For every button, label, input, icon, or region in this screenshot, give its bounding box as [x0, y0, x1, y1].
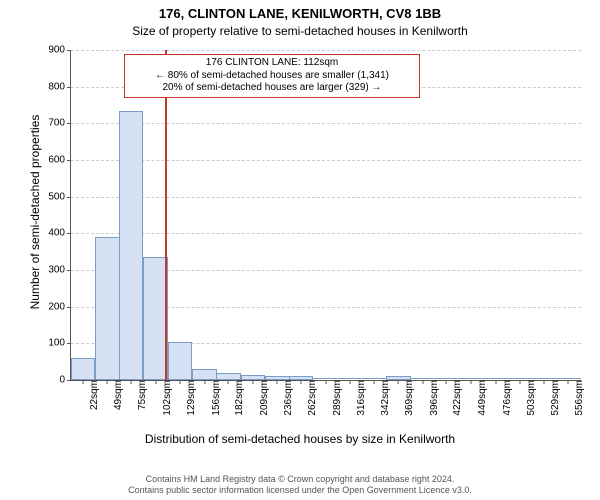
footer-line2: Contains public sector information licen…: [0, 485, 600, 496]
gridline: [71, 197, 581, 198]
chart-container: 176, CLINTON LANE, KENILWORTH, CV8 1BB S…: [0, 0, 600, 500]
annotation-line: 176 CLINTON LANE: 112sqm: [131, 57, 413, 70]
y-tick-label: 900: [48, 45, 71, 56]
gridline: [71, 160, 581, 161]
x-tick-label: 422sqm: [446, 380, 463, 416]
x-tick-label: 503sqm: [520, 380, 537, 416]
annotation-box: 176 CLINTON LANE: 112sqm← 80% of semi-de…: [124, 54, 420, 98]
x-axis-label: Distribution of semi-detached houses by …: [0, 432, 600, 446]
y-tick-label: 300: [48, 265, 71, 276]
y-tick-label: 500: [48, 191, 71, 202]
marker-line: [165, 50, 167, 380]
x-tick-label: 556sqm: [568, 380, 585, 416]
plot-area: 010020030040050060070080090022sqm49sqm75…: [70, 50, 581, 381]
annotation-line: 20% of semi-detached houses are larger (…: [131, 82, 413, 95]
x-tick-label: 449sqm: [471, 380, 488, 416]
histogram-bar: [216, 373, 241, 380]
x-tick-label: 129sqm: [180, 380, 197, 416]
x-tick-label: 262sqm: [301, 380, 318, 416]
y-tick-label: 800: [48, 81, 71, 92]
x-tick-label: 156sqm: [205, 380, 222, 416]
x-tick-label: 396sqm: [423, 380, 440, 416]
y-tick-label: 0: [59, 375, 71, 386]
y-tick-label: 100: [48, 338, 71, 349]
x-tick-label: 476sqm: [496, 380, 513, 416]
x-tick-label: 369sqm: [398, 380, 415, 416]
footer: Contains HM Land Registry data © Crown c…: [0, 474, 600, 496]
histogram-bar: [192, 369, 217, 380]
annotation-line: ← 80% of semi-detached houses are smalle…: [131, 70, 413, 83]
x-tick-label: 182sqm: [228, 380, 245, 416]
y-axis-label: Number of semi-detached properties: [28, 47, 42, 377]
x-tick-label: 342sqm: [374, 380, 391, 416]
histogram-bar: [119, 111, 144, 381]
x-tick-label: 316sqm: [350, 380, 367, 416]
gridline: [71, 123, 581, 124]
x-tick-label: 49sqm: [107, 380, 124, 410]
x-tick-label: 289sqm: [326, 380, 343, 416]
gridline: [71, 233, 581, 234]
x-tick-label: 102sqm: [156, 380, 173, 416]
chart-title: 176, CLINTON LANE, KENILWORTH, CV8 1BB: [0, 6, 600, 21]
gridline: [71, 50, 581, 51]
x-tick-label: 236sqm: [277, 380, 294, 416]
footer-line1: Contains HM Land Registry data © Crown c…: [0, 474, 600, 485]
x-tick-label: 529sqm: [544, 380, 561, 416]
y-tick-label: 600: [48, 155, 71, 166]
y-tick-label: 400: [48, 228, 71, 239]
y-tick-label: 700: [48, 118, 71, 129]
histogram-bar: [168, 342, 193, 381]
x-tick-label: 209sqm: [253, 380, 270, 416]
y-tick-label: 200: [48, 301, 71, 312]
chart-subtitle: Size of property relative to semi-detach…: [0, 24, 600, 38]
histogram-bar: [95, 237, 120, 380]
x-tick-label: 22sqm: [83, 380, 100, 410]
histogram-bar: [71, 358, 96, 380]
x-tick-label: 75sqm: [131, 380, 148, 410]
